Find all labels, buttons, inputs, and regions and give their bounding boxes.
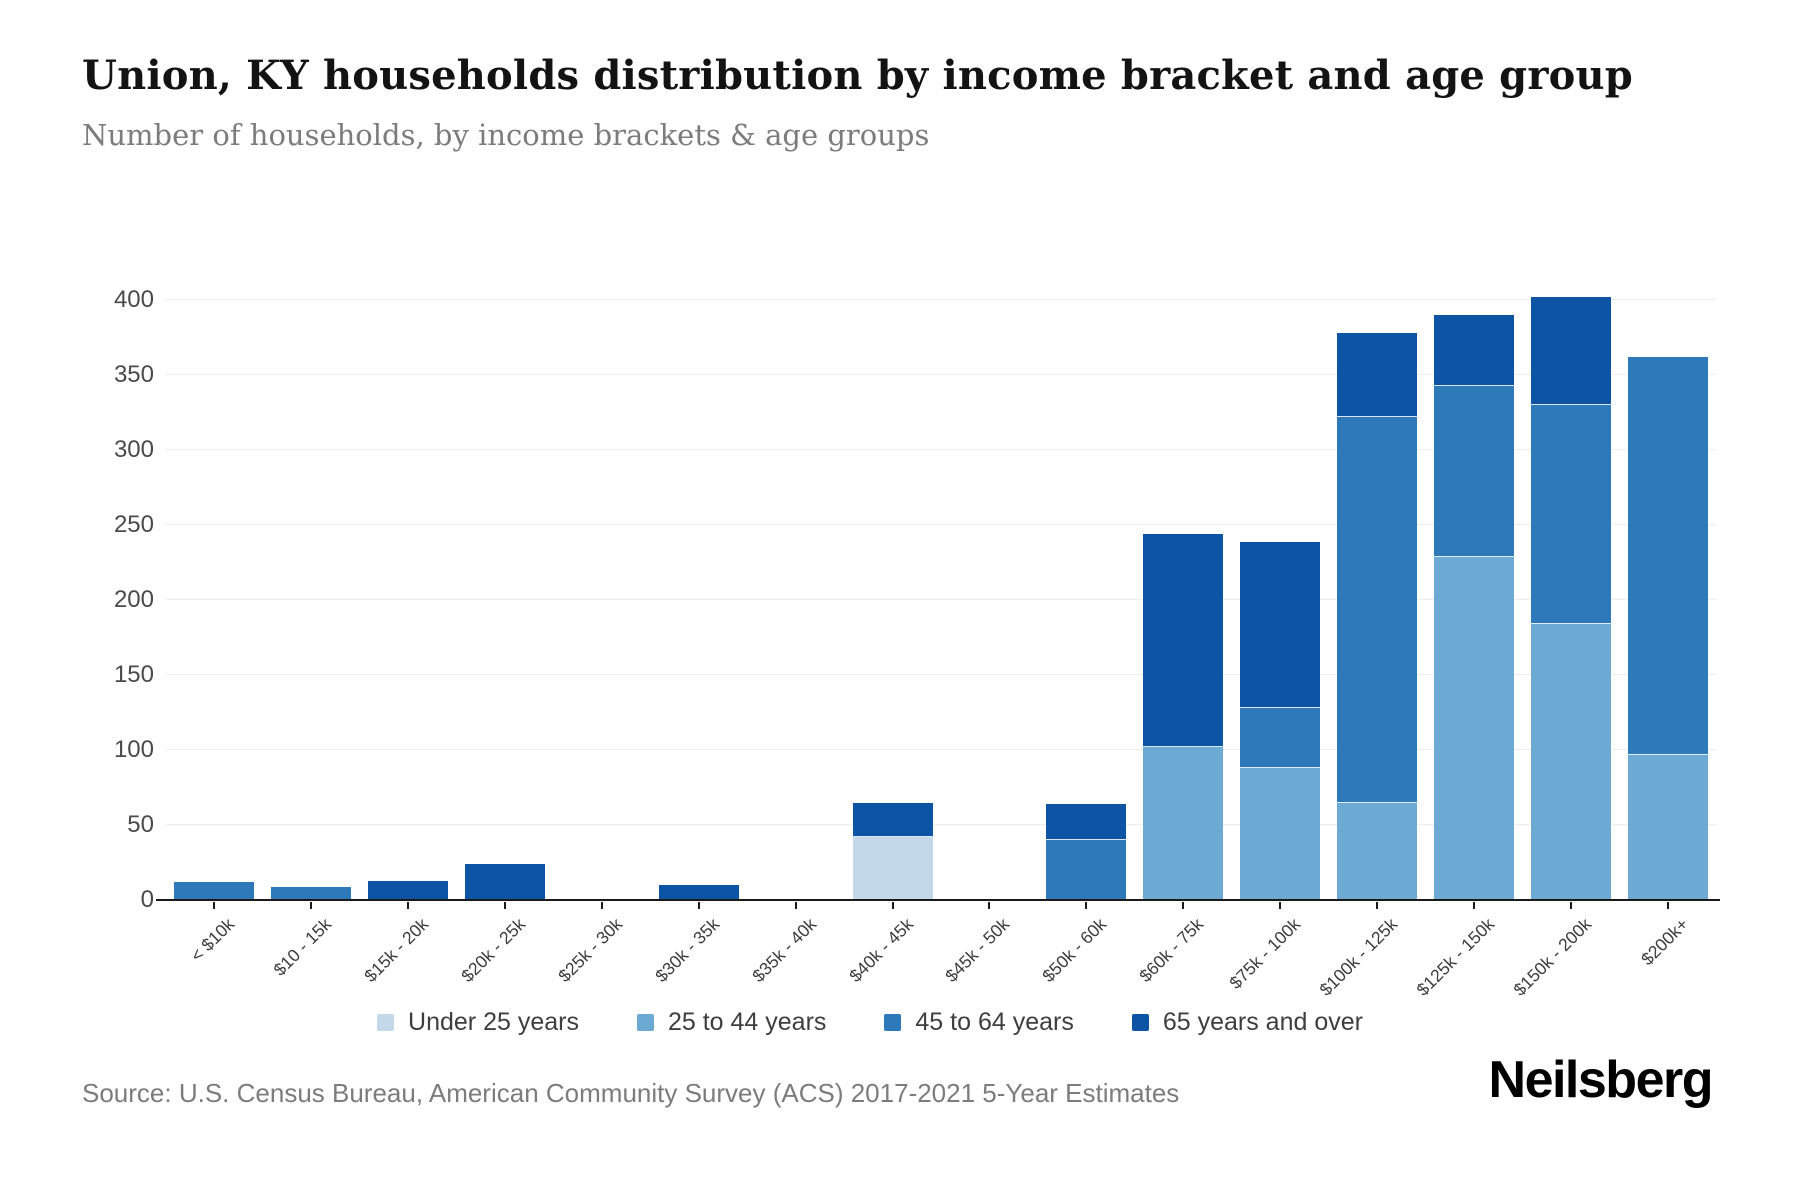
bar-segment[interactable] — [174, 882, 255, 900]
y-axis-tick-label: 150 — [113, 661, 154, 688]
bar-segment[interactable] — [465, 864, 546, 900]
x-axis-tick — [504, 902, 507, 909]
chart-subtitle: Number of households, by income brackets… — [82, 118, 930, 152]
x-axis-tick-label: $35k - 40k — [747, 914, 820, 986]
x-axis-tick — [600, 902, 603, 909]
y-axis-tick-label: 100 — [113, 736, 154, 763]
x-axis-tick — [794, 902, 797, 909]
brand-logo: Neilsberg — [1488, 1051, 1714, 1109]
x-axis-tick-label: $100k - 125k — [1315, 914, 1402, 1000]
gridline — [166, 749, 1716, 750]
x-axis-tick-label: $30k - 35k — [651, 914, 723, 986]
bar-segment[interactable] — [1336, 333, 1417, 417]
x-axis-tick — [697, 902, 700, 909]
x-axis-tick-label: $125k - 150k — [1412, 914, 1498, 1000]
x-axis-tick-label: $40k - 45k — [844, 914, 917, 986]
x-axis-tick-label: $200k+ — [1636, 914, 1692, 970]
x-axis-tick — [1569, 902, 1572, 909]
gridline — [166, 449, 1716, 450]
legend-label: 45 to 64 years — [915, 1008, 1074, 1036]
bar-segment[interactable] — [1240, 541, 1321, 708]
bar-segment[interactable] — [271, 886, 352, 900]
bar-segment[interactable] — [1046, 840, 1127, 900]
legend-swatch-icon — [884, 1014, 902, 1031]
bar-segment[interactable] — [658, 885, 739, 900]
bar-segment[interactable] — [368, 880, 449, 900]
x-axis-tick — [891, 902, 894, 909]
y-axis-tick-label: 400 — [113, 286, 154, 313]
x-axis-tick-label: < $10k — [186, 914, 239, 966]
legend-swatch-icon — [636, 1014, 654, 1031]
x-axis-tick-label: $45k - 50k — [941, 914, 1014, 986]
legend-item[interactable]: 65 years and over — [1131, 1008, 1363, 1037]
x-axis-tick-label: $50k - 60k — [1038, 914, 1111, 986]
legend-item[interactable]: Under 25 years — [377, 1008, 579, 1037]
bar-segment[interactable] — [852, 837, 933, 900]
y-axis-tick-label: 250 — [113, 511, 154, 538]
legend-swatch-icon — [1131, 1014, 1149, 1031]
x-axis-tick — [1375, 902, 1378, 909]
x-axis-tick — [1279, 902, 1282, 909]
gridline — [166, 599, 1716, 600]
bar-segment[interactable] — [1433, 315, 1514, 386]
bar-segment[interactable] — [1530, 405, 1611, 624]
x-axis-tick — [988, 902, 991, 909]
x-axis-tick — [1472, 902, 1475, 909]
y-axis-tick-label: 350 — [113, 361, 154, 388]
gridline — [166, 524, 1716, 525]
bar-segment[interactable] — [852, 802, 933, 837]
gridline — [166, 824, 1716, 825]
x-axis-tick-label: $25k - 30k — [554, 914, 627, 986]
bar-segment[interactable] — [1046, 804, 1127, 840]
x-axis-tick — [1182, 902, 1185, 909]
x-axis-tick-label: $150k - 200k — [1509, 914, 1595, 1000]
y-axis-tick-label: 50 — [127, 811, 154, 838]
bar-segment[interactable] — [1240, 768, 1321, 900]
x-axis-tick — [407, 902, 410, 909]
y-axis-tick-label: 0 — [140, 886, 154, 913]
x-axis-tick — [1666, 902, 1669, 909]
bar-segment[interactable] — [1240, 708, 1321, 768]
bar-segment[interactable] — [1433, 556, 1514, 900]
bar-segment[interactable] — [1143, 747, 1224, 900]
bar-segment[interactable] — [1336, 417, 1417, 803]
y-axis-tick-label: 200 — [113, 586, 154, 613]
legend-label: Under 25 years — [408, 1008, 579, 1036]
x-axis-tick-label: $15k - 20k — [360, 914, 433, 986]
gridline — [166, 374, 1716, 375]
x-axis-tick — [310, 902, 313, 909]
x-axis-tick-label: $75k - 100k — [1225, 914, 1305, 993]
bar-segment[interactable] — [1143, 534, 1224, 747]
bar-segment[interactable] — [1530, 624, 1611, 900]
source-text: Source: U.S. Census Bureau, American Com… — [82, 1078, 1180, 1108]
x-axis-tick — [213, 902, 216, 909]
gridline — [166, 299, 1716, 300]
legend-item[interactable]: 25 to 44 years — [636, 1008, 827, 1037]
bar-segment[interactable] — [1433, 385, 1514, 557]
x-axis-tick-label: $20k - 25k — [457, 914, 530, 986]
chart-title: Union, KY households distribution by inc… — [82, 52, 1633, 99]
legend-swatch-icon — [377, 1014, 395, 1031]
bar-segment[interactable] — [1627, 754, 1708, 900]
bar-segment[interactable] — [1336, 802, 1417, 900]
legend-label: 25 to 44 years — [667, 1008, 827, 1036]
plot-area: 0 50 100 150 200 250 300 350 400 < $10k $10 - 15k $… — [114, 288, 1720, 1000]
x-axis-baseline — [156, 899, 1720, 901]
bar-segment[interactable] — [1530, 297, 1611, 405]
y-axis-tick-label: 300 — [113, 436, 154, 463]
legend-label: 65 years and over — [1162, 1008, 1363, 1036]
bar-segment[interactable] — [1627, 357, 1708, 755]
gridline — [166, 674, 1716, 675]
legend: Under 25 years 25 to 44 years 45 to 64 yea… — [0, 1008, 1740, 1037]
legend-item[interactable]: 45 to 64 years — [884, 1008, 1074, 1037]
x-axis-tick-label: $60k - 75k — [1135, 914, 1208, 986]
x-axis-tick — [1085, 902, 1088, 909]
x-axis-tick-label: $10 - 15k — [269, 914, 336, 980]
